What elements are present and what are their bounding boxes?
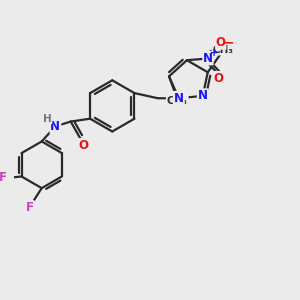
Text: −: −: [223, 35, 235, 49]
Text: N: N: [174, 92, 184, 105]
Text: F: F: [0, 171, 6, 184]
Text: CH₃: CH₃: [167, 96, 188, 106]
Text: O: O: [214, 72, 224, 85]
Text: N: N: [203, 52, 213, 65]
Text: O: O: [216, 36, 226, 49]
Text: N: N: [198, 89, 208, 102]
Text: F: F: [26, 201, 34, 214]
Text: O: O: [79, 139, 88, 152]
Text: +: +: [210, 47, 218, 58]
Text: H: H: [43, 114, 52, 124]
Text: N: N: [50, 120, 60, 133]
Text: CH₃: CH₃: [212, 45, 233, 55]
